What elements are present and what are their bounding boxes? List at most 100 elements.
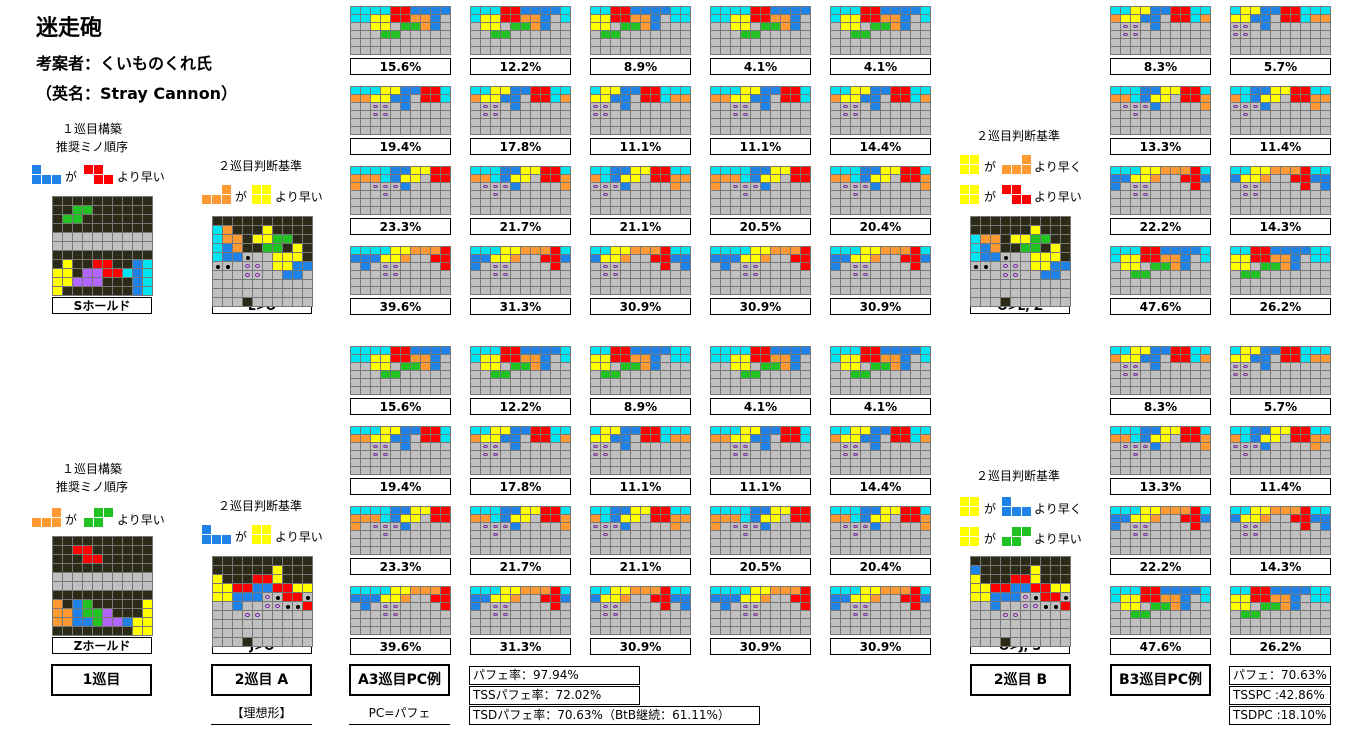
section1-example-board-r0c0 — [350, 6, 451, 55]
section2-example-percent-r3c3: 30.9% — [710, 638, 811, 655]
s1-second-ga: が — [235, 188, 247, 205]
s1-right-label: ２巡目判断基準 — [976, 127, 1060, 144]
section1-example-percent-r3c2: 30.9% — [590, 298, 691, 315]
section1-example-board-r1c1 — [470, 86, 571, 135]
section2-example-percent-r0c4: 4.1% — [830, 398, 931, 415]
section1-right-example-board-r0c0 — [1110, 6, 1211, 55]
section1-right-example-board-r3c0 — [1110, 246, 1211, 295]
section1-right-example-board-r1c1 — [1230, 86, 1331, 135]
section2-example-percent-r3c0: 39.6% — [350, 638, 451, 655]
section2-example-board-r1c3 — [710, 426, 811, 475]
section2-example-percent-r1c2: 11.1% — [590, 478, 691, 495]
section2-right-example-board-r1c1 — [1230, 426, 1331, 475]
o-piece-icon — [960, 155, 979, 174]
s2-order-ga: が — [65, 511, 77, 528]
s1-second-label: ２巡目判断基準 — [218, 157, 302, 174]
section1-example-board-r0c4 — [830, 6, 931, 55]
s-piece-icon — [1002, 527, 1031, 546]
section2-example-board-r1c2 — [590, 426, 691, 475]
section2-example-board-r2c4 — [830, 506, 931, 555]
o-piece-icon — [960, 527, 979, 546]
section2-example-board-r0c1 — [470, 346, 571, 395]
section2-example-board-r2c2 — [590, 506, 691, 555]
section1-example-percent-r0c4: 4.1% — [830, 58, 931, 75]
section1-example-percent-r3c4: 30.9% — [830, 298, 931, 315]
s2-right-ga-2: が — [984, 530, 996, 547]
section2-example-percent-r0c3: 4.1% — [710, 398, 811, 415]
section2-example-board-r2c3 — [710, 506, 811, 555]
section1-example-board-r0c1 — [470, 6, 571, 55]
second-round-b-button[interactable]: 2巡目 B — [970, 664, 1071, 696]
s2-right-label: ２巡目判断基準 — [976, 467, 1060, 484]
section1-example-percent-r2c1: 21.7% — [470, 218, 571, 235]
stat-a-pc-rate: パフェ率：97.94% — [469, 666, 640, 685]
section2-example-board-r3c0 — [350, 586, 451, 635]
section1-example-board-r0c3 — [710, 6, 811, 55]
section1-example-percent-r2c3: 20.5% — [710, 218, 811, 235]
section2-right-example-percent-r0c0: 8.3% — [1110, 398, 1211, 415]
s1-first-label-1: １巡目構築 — [62, 120, 122, 137]
section2-example-board-r3c2 — [590, 586, 691, 635]
s2-first-board — [52, 536, 153, 636]
s2-right-faster-2: より早い — [1034, 530, 1082, 547]
english-name-text: （英名：Stray Cannon） — [36, 80, 237, 104]
section1-right-example-percent-r2c0: 22.2% — [1110, 218, 1211, 235]
section1-right-example-board-r1c0 — [1110, 86, 1211, 135]
section2-right-example-percent-r2c0: 22.2% — [1110, 558, 1211, 575]
section1-example-board-r1c2 — [590, 86, 691, 135]
o-piece-icon — [960, 497, 979, 516]
s-piece-icon — [84, 508, 113, 527]
section1-example-percent-r0c0: 15.6% — [350, 58, 451, 75]
s1-right-ga-2: が — [984, 188, 996, 205]
section1-right-example-percent-r0c0: 8.3% — [1110, 58, 1211, 75]
section1-example-percent-r2c0: 23.3% — [350, 218, 451, 235]
section2-right-example-percent-r3c0: 47.6% — [1110, 638, 1211, 655]
section1-right-example-board-r2c0 — [1110, 166, 1211, 215]
z-piece-icon — [84, 165, 113, 184]
s1-right-faster-1: より早く — [1034, 158, 1082, 175]
page-title: 迷走砲 — [36, 10, 102, 42]
section1-example-board-r2c3 — [710, 166, 811, 215]
section1-example-percent-r3c0: 39.6% — [350, 298, 451, 315]
section2-right-example-percent-r1c1: 11.4% — [1230, 478, 1331, 495]
o-piece-icon — [960, 185, 979, 204]
a3-pc-example-button[interactable]: A3巡目PC例 — [349, 664, 450, 696]
section1-example-percent-r1c0: 19.4% — [350, 138, 451, 155]
section1-example-percent-r2c2: 21.1% — [590, 218, 691, 235]
section2-right-example-board-r3c0 — [1110, 586, 1211, 635]
section2-right-example-board-r1c0 — [1110, 426, 1211, 475]
section2-example-percent-r3c4: 30.9% — [830, 638, 931, 655]
b3-pc-example-button[interactable]: B3巡目PC例 — [1110, 664, 1211, 696]
section2-example-board-r0c3 — [710, 346, 811, 395]
section1-example-board-r1c0 — [350, 86, 451, 135]
s1-second-board — [212, 216, 313, 307]
section1-right-example-board-r2c1 — [1230, 166, 1331, 215]
section2-example-percent-r0c0: 15.6% — [350, 398, 451, 415]
section2-right-example-percent-r3c1: 26.2% — [1230, 638, 1331, 655]
o-piece-icon — [252, 185, 271, 204]
section1-right-example-percent-r3c1: 26.2% — [1230, 298, 1331, 315]
section1-example-board-r1c3 — [710, 86, 811, 135]
section2-example-board-r1c0 — [350, 426, 451, 475]
o-piece-icon — [252, 525, 271, 544]
second-round-a-button[interactable]: 2巡目 A — [211, 664, 312, 696]
section2-example-board-r3c4 — [830, 586, 931, 635]
pc-note: PC=パフェ — [349, 704, 450, 725]
section1-example-percent-r0c1: 12.2% — [470, 58, 571, 75]
section2-example-percent-r2c2: 21.1% — [590, 558, 691, 575]
section2-example-percent-r2c4: 20.4% — [830, 558, 931, 575]
l-piece-icon — [32, 508, 61, 527]
l-piece-icon — [202, 185, 231, 204]
first-round-button[interactable]: 1巡目 — [51, 664, 152, 696]
section2-example-percent-r1c0: 19.4% — [350, 478, 451, 495]
section2-example-percent-r1c3: 11.1% — [710, 478, 811, 495]
stat-b-tsd-rate: TSDPC :18.10% — [1229, 706, 1331, 725]
section2-right-example-board-r0c0 — [1110, 346, 1211, 395]
section1-example-percent-r1c4: 14.4% — [830, 138, 931, 155]
section1-example-board-r3c1 — [470, 246, 571, 295]
stat-b-pc-rate: パフェ：70.63% — [1229, 666, 1331, 685]
stat-a-tss-rate: TSSパフェ率：72.02% — [469, 686, 640, 705]
stat-a-tsd-rate: TSDパフェ率：70.63%（BtB継続：61.11%） — [469, 706, 760, 725]
s1-first-board — [52, 196, 153, 296]
s2-second-board — [212, 556, 313, 647]
